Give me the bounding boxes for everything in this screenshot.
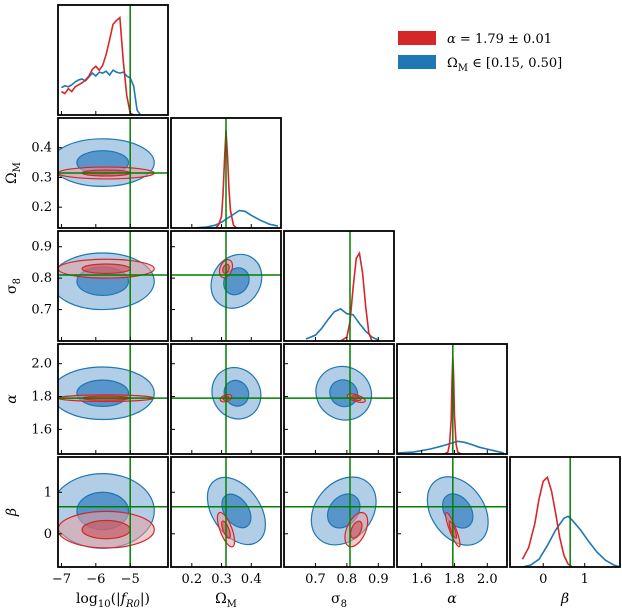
panel-logfR0-logfR0 bbox=[57, 4, 169, 116]
x-axis-label-alpha: α bbox=[447, 591, 457, 607]
panel-frame bbox=[57, 4, 169, 116]
x-axis-label-beta: β bbox=[560, 591, 569, 607]
panel-frame bbox=[283, 343, 395, 455]
y-tick-label: 1.6 bbox=[31, 422, 52, 437]
marginal-blue-alpha bbox=[397, 440, 504, 454]
contour-red-1sigma bbox=[349, 520, 363, 539]
x-tick-label: 1.8 bbox=[444, 572, 465, 587]
panel-frame bbox=[170, 117, 282, 229]
panel-frame bbox=[170, 343, 282, 455]
y-tick-label: 0.8 bbox=[31, 271, 52, 286]
x-tick-label: 1.6 bbox=[411, 572, 432, 587]
y-tick-label: 1 bbox=[44, 485, 52, 500]
panel-frame bbox=[57, 343, 169, 455]
x-tick-label: 0.4 bbox=[241, 572, 262, 587]
x-axis-label-sigma8: σ8 bbox=[331, 591, 347, 610]
panel-frame bbox=[509, 456, 621, 568]
y-tick-label: 0.2 bbox=[31, 200, 52, 215]
contour-red-1sigma bbox=[81, 263, 131, 275]
x-tick-label: 0.2 bbox=[181, 572, 202, 587]
y-axis-label-beta: β bbox=[4, 508, 20, 517]
y-tick-label: 0.4 bbox=[31, 141, 52, 156]
panel-OmegaM-sigma8 bbox=[170, 230, 282, 342]
panel-frame bbox=[170, 230, 282, 342]
panel-frame bbox=[170, 456, 282, 568]
x-tick-label: −5 bbox=[121, 572, 140, 587]
legend-label: α = 1.79 ± 0.01 bbox=[447, 32, 552, 47]
y-tick-label: 0.9 bbox=[31, 240, 52, 255]
marginal-blue-sigma8 bbox=[305, 307, 379, 341]
panel-frame bbox=[396, 343, 508, 455]
legend-swatch bbox=[398, 31, 436, 45]
panel-logfR0-sigma8: 0.7 0.8 0.9 bbox=[31, 230, 169, 342]
panel-logfR0-OmegaM: 0.2 0.3 0.4 bbox=[31, 117, 169, 229]
panel-OmegaM-alpha bbox=[170, 343, 282, 455]
x-tick-label: 2.0 bbox=[477, 572, 498, 587]
panel-frame bbox=[283, 230, 395, 342]
marginal-blue-OmegaM bbox=[191, 209, 279, 228]
panel-logfR0-alpha: 1.6 1.8 2.0 bbox=[31, 343, 169, 455]
legend: α = 1.79 ± 0.01 ΩM ∈ [0.15, 0.50] bbox=[398, 31, 562, 74]
x-tick-label: 1 bbox=[581, 572, 589, 587]
x-tick-label: 0.7 bbox=[305, 572, 326, 587]
x-tick-label: 0 bbox=[539, 572, 547, 587]
legend-label: ΩM ∈ [0.15, 0.50] bbox=[447, 56, 562, 74]
panel-logfR0-beta: −7 −6 −5 0 1 bbox=[44, 456, 169, 587]
x-tick-label: 0.9 bbox=[368, 572, 389, 587]
panel-frame bbox=[283, 456, 395, 568]
panel-frame bbox=[57, 456, 169, 568]
contour-blue-1sigma bbox=[76, 379, 130, 407]
panel-sigma8-alpha bbox=[283, 343, 395, 455]
panel-sigma8-sigma8 bbox=[283, 230, 395, 342]
panel-OmegaM-OmegaM bbox=[170, 117, 282, 229]
panel-OmegaM-beta: 0.2 0.3 0.4 bbox=[170, 456, 282, 587]
x-axis-label-logfR0: log10(|fR0|) bbox=[76, 591, 150, 610]
y-axis-label-sigma8: σ8 bbox=[4, 278, 23, 294]
y-tick-label: 2.0 bbox=[31, 357, 52, 372]
y-axis-label-OmegaM: ΩM bbox=[4, 162, 23, 184]
marginal-blue-logfR0 bbox=[61, 69, 142, 115]
y-tick-label: 0.7 bbox=[31, 303, 52, 318]
x-tick-label: −6 bbox=[86, 572, 105, 587]
y-tick-label: 1.8 bbox=[31, 390, 52, 405]
x-tick-label: −7 bbox=[52, 572, 71, 587]
panel-frame bbox=[57, 117, 169, 229]
panel-sigma8-beta: 0.7 0.8 0.9 bbox=[283, 456, 395, 587]
marginal-red-beta bbox=[521, 475, 573, 567]
marginal-red-sigma8 bbox=[340, 251, 373, 341]
contour-red-1sigma bbox=[81, 519, 131, 540]
x-tick-label: 0.8 bbox=[337, 572, 358, 587]
panel-frame bbox=[57, 230, 169, 342]
legend-swatch bbox=[398, 55, 436, 69]
panel-frame bbox=[396, 456, 508, 568]
y-tick-label: 0 bbox=[44, 527, 52, 542]
y-axis-label-alpha: α bbox=[4, 394, 20, 404]
y-tick-label: 0.3 bbox=[31, 170, 52, 185]
marginal-blue-beta bbox=[522, 515, 620, 567]
panel-alpha-alpha bbox=[396, 343, 508, 455]
x-tick-label: 0.3 bbox=[211, 572, 232, 587]
x-axis-label-OmegaM: ΩM bbox=[215, 591, 237, 610]
panel-alpha-beta: 1.6 1.8 2.0 bbox=[396, 456, 508, 587]
marginal-red-logfR0 bbox=[61, 15, 135, 115]
